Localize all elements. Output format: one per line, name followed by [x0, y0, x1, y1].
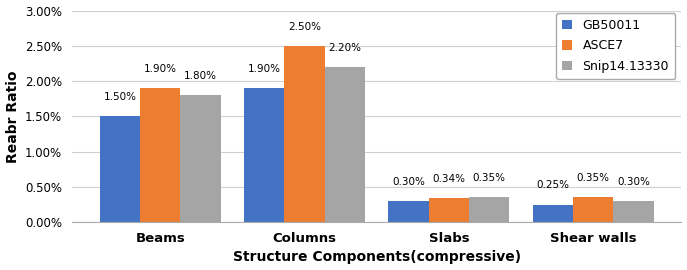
Text: 2.20%: 2.20%	[328, 43, 361, 53]
Text: 1.90%: 1.90%	[144, 64, 177, 74]
Text: 0.30%: 0.30%	[617, 177, 650, 187]
Bar	[429, 198, 469, 222]
Text: 0.34%: 0.34%	[432, 174, 465, 184]
Bar	[469, 197, 510, 222]
Legend: GB50011, ASCE7, Snip14.13330: GB50011, ASCE7, Snip14.13330	[556, 13, 675, 79]
Bar	[181, 95, 221, 222]
Bar	[284, 46, 325, 222]
Text: 0.35%: 0.35%	[473, 173, 506, 183]
Bar	[388, 201, 429, 222]
Text: 0.30%: 0.30%	[392, 177, 425, 187]
Text: 0.35%: 0.35%	[576, 173, 609, 183]
Text: 1.50%: 1.50%	[103, 92, 136, 102]
Text: 2.50%: 2.50%	[288, 22, 321, 32]
Bar	[573, 197, 613, 222]
Y-axis label: Reabr Ratio: Reabr Ratio	[5, 70, 19, 163]
Bar	[244, 88, 284, 222]
Bar	[140, 88, 181, 222]
Text: 0.25%: 0.25%	[537, 180, 570, 190]
Bar	[613, 201, 654, 222]
X-axis label: Structure Components(compressive): Structure Components(compressive)	[233, 251, 521, 264]
Text: 1.80%: 1.80%	[184, 71, 217, 81]
Bar	[532, 205, 573, 222]
Bar	[100, 116, 140, 222]
Text: 1.90%: 1.90%	[247, 64, 281, 74]
Bar	[325, 67, 365, 222]
